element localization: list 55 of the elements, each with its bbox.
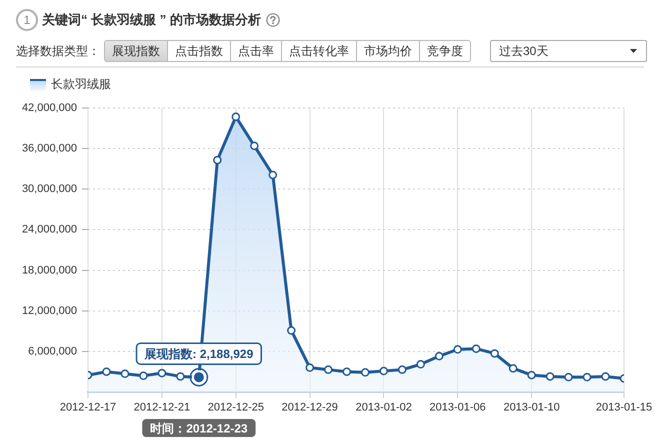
point	[472, 344, 480, 353]
point	[601, 372, 610, 381]
point	[213, 156, 222, 164]
y-tick-label: 42,000,000	[22, 102, 77, 114]
button: 点击率	[230, 40, 282, 62]
y-tick-label: 6,000,000	[28, 345, 77, 358]
point	[139, 372, 148, 380]
point	[342, 367, 352, 376]
y-tick-label: 36,000,000	[22, 142, 77, 155]
point	[324, 365, 333, 374]
button: 竞争度	[419, 40, 471, 62]
point	[508, 364, 518, 373]
x-tick-label: 2012-12-29	[282, 402, 338, 414]
point	[268, 170, 278, 180]
point	[360, 368, 370, 377]
point	[287, 326, 296, 335]
chart-title: 关键词“ 长款羽绒服 ” 的市场数据分析	[42, 11, 261, 29]
point	[379, 366, 388, 376]
numbered-circle: 1	[16, 9, 38, 31]
x-tick-label: 2012-12-21	[134, 402, 190, 414]
point	[490, 349, 499, 358]
x-tick-label: 2012-12-17	[60, 402, 116, 414]
point	[158, 368, 166, 378]
text: 选择数据类型：	[16, 42, 100, 60]
button: 点击指数	[167, 40, 231, 62]
point	[546, 372, 554, 381]
x-tick-label: 2012-12-25	[208, 402, 264, 414]
point	[102, 367, 111, 376]
x-tick-label: 2013-01-06	[430, 402, 486, 414]
point	[250, 142, 259, 150]
point	[582, 372, 592, 382]
point	[176, 372, 185, 381]
x-tick-label: 2013-01-02	[356, 402, 412, 414]
annotation: 展现指数: 2,188,929	[144, 347, 254, 362]
point	[527, 370, 536, 380]
point	[232, 112, 240, 122]
y-tick-label: 12,000,000	[22, 304, 77, 317]
button: 展现指数	[104, 40, 168, 62]
x-tick-label: 2013-01-15	[596, 402, 652, 414]
dropdown: 过去30天	[490, 40, 647, 62]
x-tick-label: 2013-01-10	[503, 402, 560, 414]
point	[434, 352, 444, 360]
point	[416, 360, 425, 369]
button: 点击转化率	[281, 40, 357, 62]
y-tick-label: 24,000,000	[22, 224, 77, 236]
point	[306, 363, 314, 372]
text: 时间：2012-12-23	[150, 421, 248, 436]
point	[398, 365, 406, 374]
y-tick-label: 30,000,000	[22, 183, 77, 196]
legend-label: 长款羽绒服	[51, 76, 111, 93]
point	[453, 345, 462, 354]
point	[120, 369, 130, 378]
point	[564, 372, 573, 382]
y-tick-label: 18,000,000	[22, 264, 77, 276]
button: 市场均价	[356, 40, 420, 62]
